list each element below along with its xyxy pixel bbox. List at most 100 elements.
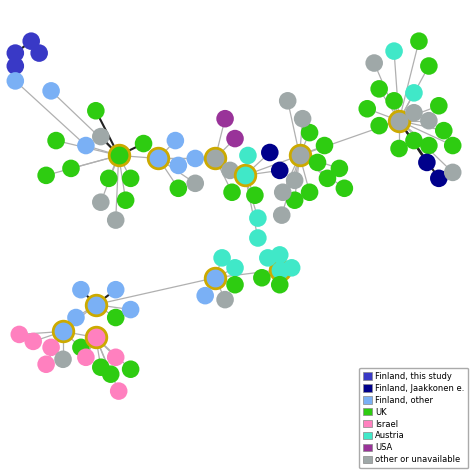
Point [59,328,67,335]
Point [231,135,239,142]
Point [279,189,286,196]
Point [191,155,199,162]
Point [105,174,112,182]
Point [11,49,19,57]
Point [72,314,80,321]
Point [228,189,236,196]
Point [92,107,100,115]
Point [440,127,447,135]
Point [172,137,179,145]
Point [140,140,147,147]
Point [47,344,55,351]
Point [410,89,418,97]
Point [336,164,343,172]
Point [266,149,273,156]
Point [112,216,119,224]
Point [321,142,328,149]
Point [231,264,239,272]
Point [92,334,100,341]
Point [410,109,418,117]
Point [42,360,50,368]
Point [241,172,249,179]
Point [415,37,423,45]
Point [97,133,105,140]
Point [211,274,219,282]
Point [425,117,433,125]
Point [231,281,239,289]
Point [115,387,122,395]
Point [127,306,135,313]
Point [112,314,119,321]
Point [276,266,283,273]
Point [221,115,229,122]
Point [174,162,182,169]
Point [375,85,383,92]
Point [276,166,283,174]
Point [395,145,403,152]
Point [254,234,262,242]
Point [47,87,55,95]
Point [97,199,105,206]
Point [112,286,119,293]
Point [219,254,226,262]
Point [16,331,23,338]
Point [92,301,100,309]
Point [364,105,371,112]
Point [449,169,456,176]
Point [77,344,85,351]
Point [276,251,283,259]
Point [306,189,313,196]
Point [306,129,313,137]
Point [52,137,60,145]
Point [11,77,19,85]
Point [174,184,182,192]
Point [11,62,19,70]
Point [244,152,252,159]
Point [264,254,272,262]
Point [288,264,295,272]
Point [423,159,431,166]
Point [435,102,443,109]
Point [27,37,35,45]
Point [77,286,85,293]
Point [97,364,105,371]
Point [449,142,456,149]
Legend: Finland, this study, Finland, Jaakkonen e., Finland, other, UK, Israel, Austria,: Finland, this study, Finland, Jaakkonen … [359,368,468,468]
Point [155,155,162,162]
Point [29,337,37,345]
Point [375,122,383,129]
Point [67,164,75,172]
Point [59,356,67,363]
Point [221,296,229,303]
Point [276,281,283,289]
Point [107,370,115,378]
Point [291,176,299,184]
Point [201,292,209,300]
Point [324,174,331,182]
Point [82,354,90,361]
Point [191,180,199,187]
Point [122,196,129,204]
Point [211,155,219,162]
Point [115,152,122,159]
Point [42,172,50,179]
Point [395,117,403,125]
Point [226,166,234,174]
Point [296,152,303,159]
Point [425,142,433,149]
Point [284,97,292,105]
Point [299,115,306,122]
Point [127,365,135,373]
Point [410,137,418,145]
Point [36,49,43,57]
Point [425,62,433,70]
Point [390,97,398,105]
Point [251,191,259,199]
Point [435,174,443,182]
Point [258,274,265,282]
Point [112,354,119,361]
Point [278,211,285,219]
Point [390,47,398,55]
Point [127,174,135,182]
Point [341,184,348,192]
